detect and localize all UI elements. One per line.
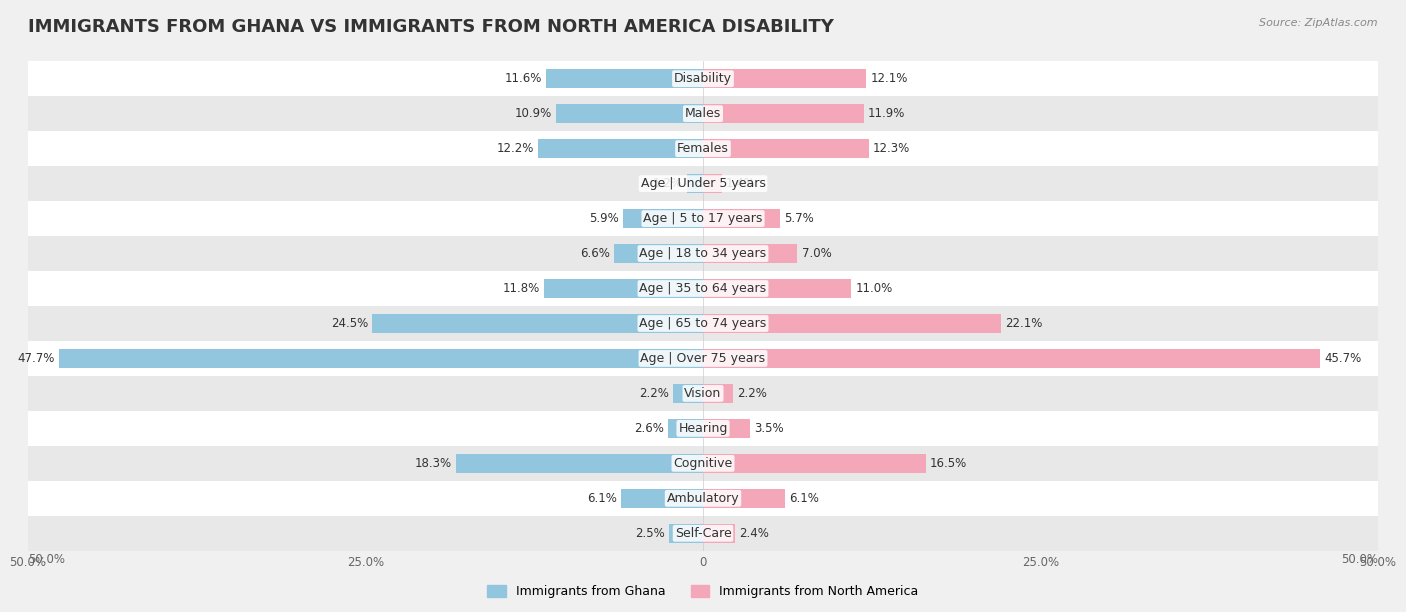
Bar — [28, 96, 1378, 131]
Text: 2.5%: 2.5% — [636, 527, 665, 540]
Text: Age | 5 to 17 years: Age | 5 to 17 years — [644, 212, 762, 225]
Text: Age | 35 to 64 years: Age | 35 to 64 years — [640, 282, 766, 295]
Bar — [456, 453, 703, 473]
Text: 6.6%: 6.6% — [581, 247, 610, 260]
Bar — [28, 306, 1378, 341]
Text: 2.6%: 2.6% — [634, 422, 664, 435]
Text: 22.1%: 22.1% — [1005, 317, 1043, 330]
Bar — [703, 279, 852, 298]
Text: Age | 65 to 74 years: Age | 65 to 74 years — [640, 317, 766, 330]
Text: Age | Under 5 years: Age | Under 5 years — [641, 177, 765, 190]
Text: 3.5%: 3.5% — [754, 422, 785, 435]
Bar — [28, 236, 1378, 271]
Bar — [669, 524, 703, 543]
Text: 2.4%: 2.4% — [740, 527, 769, 540]
Bar — [28, 411, 1378, 446]
Bar — [544, 279, 703, 298]
Bar — [703, 419, 751, 438]
Text: 18.3%: 18.3% — [415, 457, 451, 470]
Text: 50.0%: 50.0% — [28, 553, 65, 565]
Bar — [538, 139, 703, 159]
Bar — [614, 244, 703, 263]
Text: 12.1%: 12.1% — [870, 72, 908, 85]
Bar — [28, 481, 1378, 516]
Bar — [28, 376, 1378, 411]
Legend: Immigrants from Ghana, Immigrants from North America: Immigrants from Ghana, Immigrants from N… — [482, 580, 924, 603]
Text: 2.2%: 2.2% — [640, 387, 669, 400]
Text: 11.0%: 11.0% — [855, 282, 893, 295]
Text: Cognitive: Cognitive — [673, 457, 733, 470]
Text: 11.6%: 11.6% — [505, 72, 543, 85]
Text: Age | 18 to 34 years: Age | 18 to 34 years — [640, 247, 766, 260]
Text: 1.2%: 1.2% — [652, 177, 683, 190]
Bar — [673, 384, 703, 403]
Text: 10.9%: 10.9% — [515, 107, 551, 120]
Text: Hearing: Hearing — [678, 422, 728, 435]
Text: Males: Males — [685, 107, 721, 120]
Text: 1.4%: 1.4% — [725, 177, 756, 190]
Text: Vision: Vision — [685, 387, 721, 400]
Bar — [623, 209, 703, 228]
Bar — [686, 174, 703, 193]
Text: 2.2%: 2.2% — [737, 387, 766, 400]
Bar — [703, 384, 733, 403]
Text: 11.8%: 11.8% — [502, 282, 540, 295]
Text: 16.5%: 16.5% — [929, 457, 967, 470]
Text: Age | Over 75 years: Age | Over 75 years — [641, 352, 765, 365]
Text: Source: ZipAtlas.com: Source: ZipAtlas.com — [1260, 18, 1378, 28]
Bar — [668, 419, 703, 438]
Bar — [703, 244, 797, 263]
Bar — [703, 69, 866, 88]
Bar — [703, 489, 786, 508]
Bar — [703, 524, 735, 543]
Text: 6.1%: 6.1% — [586, 492, 617, 505]
Text: Ambulatory: Ambulatory — [666, 492, 740, 505]
Bar — [373, 314, 703, 333]
Bar — [703, 139, 869, 159]
Bar — [703, 453, 925, 473]
Bar — [28, 61, 1378, 96]
Bar — [28, 341, 1378, 376]
Bar — [620, 489, 703, 508]
Text: Females: Females — [678, 142, 728, 155]
Text: 47.7%: 47.7% — [18, 352, 55, 365]
Text: 11.9%: 11.9% — [868, 107, 905, 120]
Text: IMMIGRANTS FROM GHANA VS IMMIGRANTS FROM NORTH AMERICA DISABILITY: IMMIGRANTS FROM GHANA VS IMMIGRANTS FROM… — [28, 18, 834, 36]
Bar — [703, 209, 780, 228]
Text: 5.7%: 5.7% — [785, 212, 814, 225]
Bar — [547, 69, 703, 88]
Bar — [59, 349, 703, 368]
Text: 6.1%: 6.1% — [789, 492, 820, 505]
Bar — [703, 349, 1320, 368]
Bar — [28, 271, 1378, 306]
Text: 45.7%: 45.7% — [1324, 352, 1361, 365]
Bar — [703, 174, 721, 193]
Bar — [28, 166, 1378, 201]
Bar — [28, 131, 1378, 166]
Text: 12.3%: 12.3% — [873, 142, 910, 155]
Bar — [28, 201, 1378, 236]
Text: 24.5%: 24.5% — [330, 317, 368, 330]
Text: 12.2%: 12.2% — [496, 142, 534, 155]
Bar — [555, 104, 703, 123]
Bar — [28, 516, 1378, 551]
Text: Disability: Disability — [673, 72, 733, 85]
Bar — [703, 104, 863, 123]
Bar — [28, 446, 1378, 481]
Text: 7.0%: 7.0% — [801, 247, 831, 260]
Text: 5.9%: 5.9% — [589, 212, 619, 225]
Bar — [703, 314, 1001, 333]
Text: Self-Care: Self-Care — [675, 527, 731, 540]
Text: 50.0%: 50.0% — [1341, 553, 1378, 565]
